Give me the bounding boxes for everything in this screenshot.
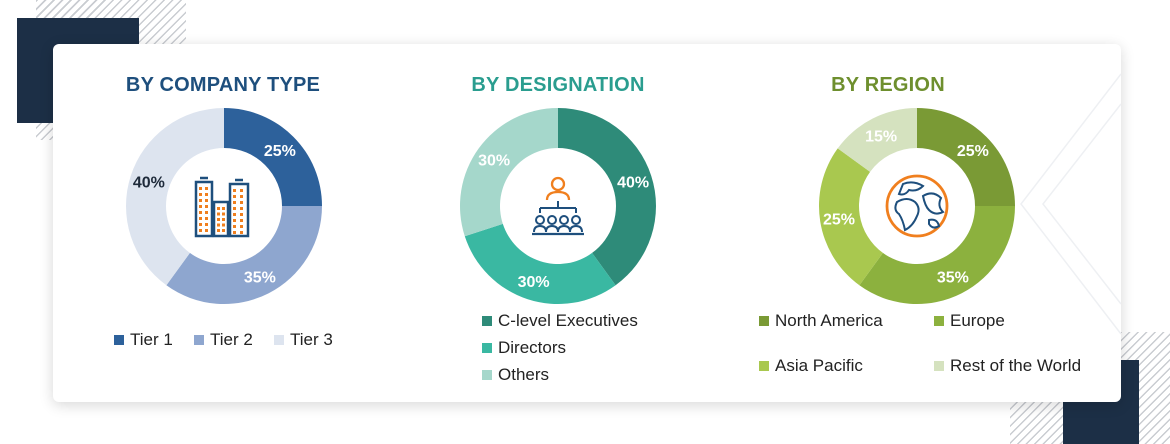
donut-slice-asia-pacific: [819, 148, 883, 286]
legend-swatch: [934, 361, 944, 371]
data-label-c-level-executives: 40%: [617, 175, 649, 192]
legend-swatch: [482, 343, 492, 353]
legend-item-north-america: North America: [759, 311, 883, 331]
legend-label: Tier 2: [210, 330, 253, 349]
data-label-tier-3: 40%: [133, 175, 165, 192]
chart-card: BY COMPANY TYPE 25% 35% 40% Tier 1 Tier 2 Ti…: [53, 44, 1121, 402]
designation-panel: BY DESIGNATION 40% 30% 30% C-level Executi…: [393, 44, 723, 402]
legend-swatch: [934, 316, 944, 326]
designation-title: BY DESIGNATION: [471, 74, 645, 96]
data-label-north-america: 25%: [957, 143, 989, 160]
donut-slice-rest-of-the-world: [837, 108, 917, 172]
legend-label: Tier 3: [290, 330, 333, 349]
legend-label: Directors: [498, 338, 567, 357]
legend-label: North America: [775, 311, 883, 330]
legend-item-c-level-executives: C-level Executives: [482, 311, 638, 331]
legend-item-directors: Directors: [482, 338, 566, 358]
legend-swatch: [274, 335, 284, 345]
donut-slice-north-america: [917, 108, 1015, 206]
legend-label: C-level Executives: [498, 311, 638, 330]
region-title: BY REGION: [831, 74, 945, 96]
company-type-panel: BY COMPANY TYPE 25% 35% 40% Tier 1 Tier 2 Ti…: [53, 44, 393, 402]
donut-slice-c-level-executives: [558, 108, 656, 286]
legend-label: Asia Pacific: [775, 356, 863, 375]
donut-slice-others: [460, 108, 558, 237]
legend-item-tier-3: Tier 3: [274, 330, 333, 350]
company-type-donut: 25% 35% 40%: [126, 108, 322, 304]
legend-item-tier-1: Tier 1: [114, 330, 173, 350]
legend-item-others: Others: [482, 365, 549, 385]
data-label-others: 30%: [478, 153, 510, 170]
donut-slice-tier-3: [126, 108, 224, 286]
data-label-rest-of-the-world: 15%: [865, 129, 897, 146]
legend-item-tier-2: Tier 2: [194, 330, 253, 350]
legend-item-rest-of-the-world: Rest of the World: [934, 356, 1081, 376]
legend-swatch: [194, 335, 204, 345]
decorative-chevron-lines: [1020, 73, 1121, 335]
legend-item-asia-pacific: Asia Pacific: [759, 356, 863, 376]
region-panel: BY REGION 25% 35% 25% 15% North America Euro…: [723, 44, 1121, 402]
donut-slice-directors: [464, 223, 616, 304]
org-chart-icon: [532, 176, 584, 236]
globe-icon: [885, 174, 949, 238]
legend-label: Rest of the World: [950, 356, 1082, 375]
donut-slice-tier-1: [224, 108, 322, 206]
legend-label: Others: [498, 365, 550, 384]
region-donut: 25% 35% 25% 15%: [819, 108, 1015, 304]
legend-label: Europe: [950, 311, 1005, 330]
legend-swatch: [482, 316, 492, 326]
legend-swatch: [114, 335, 124, 345]
legend-label: Tier 1: [130, 330, 173, 349]
donut-slice-tier-2: [166, 206, 322, 304]
data-label-tier-1: 25%: [264, 143, 296, 160]
legend-item-europe: Europe: [934, 311, 1005, 331]
data-label-tier-2: 35%: [244, 269, 276, 286]
legend-swatch: [759, 361, 769, 371]
designation-donut: 40% 30% 30%: [460, 108, 656, 304]
donut-slice-europe: [859, 206, 1015, 304]
legend-swatch: [759, 316, 769, 326]
buildings-icon: [194, 176, 250, 238]
company-type-title: BY COMPANY TYPE: [125, 74, 321, 96]
data-label-europe: 35%: [937, 269, 969, 286]
data-label-directors: 30%: [518, 274, 550, 291]
data-label-asia-pacific: 25%: [823, 211, 855, 228]
legend-swatch: [482, 370, 492, 380]
